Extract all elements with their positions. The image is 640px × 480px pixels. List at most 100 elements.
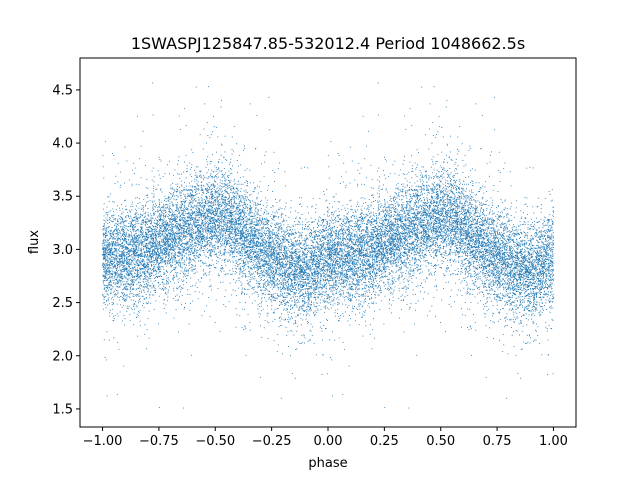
data-point: [227, 242, 229, 244]
data-point: [510, 284, 512, 286]
data-point: [495, 263, 497, 265]
data-point: [335, 250, 337, 252]
data-point: [331, 279, 333, 281]
data-point: [317, 276, 319, 277]
data-point: [462, 206, 464, 208]
data-point: [211, 202, 213, 204]
data-point: [422, 213, 424, 215]
data-point: [259, 247, 261, 249]
data-point: [398, 227, 400, 228]
data-point: [133, 240, 134, 242]
data-point: [389, 261, 391, 263]
data-point: [352, 229, 354, 231]
data-point: [365, 284, 367, 286]
data-point: [483, 287, 485, 288]
data-point: [231, 214, 233, 216]
data-point: [363, 277, 365, 279]
data-point: [102, 248, 104, 250]
data-point: [542, 231, 544, 233]
data-point: [314, 286, 316, 288]
data-point: [331, 291, 333, 293]
data-point: [149, 200, 151, 202]
data-point: [202, 205, 204, 207]
data-point: [457, 206, 459, 208]
data-point: [170, 258, 172, 260]
data-point: [183, 222, 185, 224]
data-point: [260, 237, 261, 239]
data-point: [296, 264, 298, 266]
data-point: [532, 259, 534, 261]
data-point: [429, 223, 431, 225]
data-point: [372, 262, 373, 264]
data-point: [115, 250, 117, 252]
data-point: [190, 238, 192, 240]
data-point: [157, 223, 159, 225]
data-point: [117, 290, 119, 292]
data-point: [177, 212, 179, 214]
data-point: [513, 302, 515, 304]
data-point: [286, 297, 288, 298]
data-point: [142, 286, 144, 287]
data-point: [191, 195, 193, 197]
data-point: [469, 147, 471, 149]
data-point: [267, 222, 268, 224]
data-point: [513, 321, 515, 323]
data-point: [509, 257, 511, 259]
data-point: [476, 233, 478, 235]
data-point: [417, 152, 419, 153]
data-point: [537, 335, 539, 337]
data-point: [443, 241, 444, 243]
data-point: [496, 308, 498, 310]
data-point: [421, 188, 423, 190]
data-point: [305, 226, 307, 227]
data-point: [531, 260, 533, 262]
data-point: [504, 295, 506, 297]
data-point: [139, 252, 141, 254]
data-point: [379, 223, 381, 225]
data-point: [491, 223, 493, 225]
data-point: [477, 200, 479, 202]
data-point: [232, 192, 234, 194]
data-point: [489, 211, 491, 213]
data-point: [469, 249, 471, 251]
data-point: [277, 289, 279, 291]
data-point: [374, 252, 376, 253]
data-point: [263, 293, 265, 294]
data-point: [514, 270, 515, 272]
data-point: [287, 319, 289, 320]
data-point: [250, 200, 252, 202]
data-point: [133, 269, 135, 271]
data-point: [336, 215, 338, 217]
data-point: [377, 253, 379, 255]
data-point: [117, 293, 119, 295]
data-point: [495, 277, 497, 279]
data-point: [373, 271, 375, 273]
data-point: [309, 268, 311, 269]
data-point: [503, 247, 505, 249]
data-point: [229, 222, 231, 224]
data-point: [183, 210, 185, 212]
data-point: [422, 166, 424, 168]
data-point: [330, 290, 332, 292]
data-point: [393, 226, 395, 228]
data-point: [487, 219, 489, 221]
data-point: [446, 255, 448, 257]
data-point: [195, 239, 197, 240]
data-point: [449, 261, 451, 263]
data-point: [545, 282, 547, 284]
data-point: [160, 217, 162, 219]
data-point: [264, 155, 266, 156]
data-point: [106, 212, 108, 213]
data-point: [373, 273, 375, 275]
data-point: [386, 234, 388, 236]
data-point: [457, 250, 458, 252]
data-point: [310, 244, 312, 246]
data-point: [114, 233, 116, 235]
data-point: [215, 255, 217, 257]
data-point: [500, 309, 501, 311]
data-point: [442, 227, 444, 229]
data-point: [322, 240, 324, 241]
data-point: [266, 276, 268, 278]
data-point: [131, 221, 133, 222]
data-point: [475, 329, 477, 331]
